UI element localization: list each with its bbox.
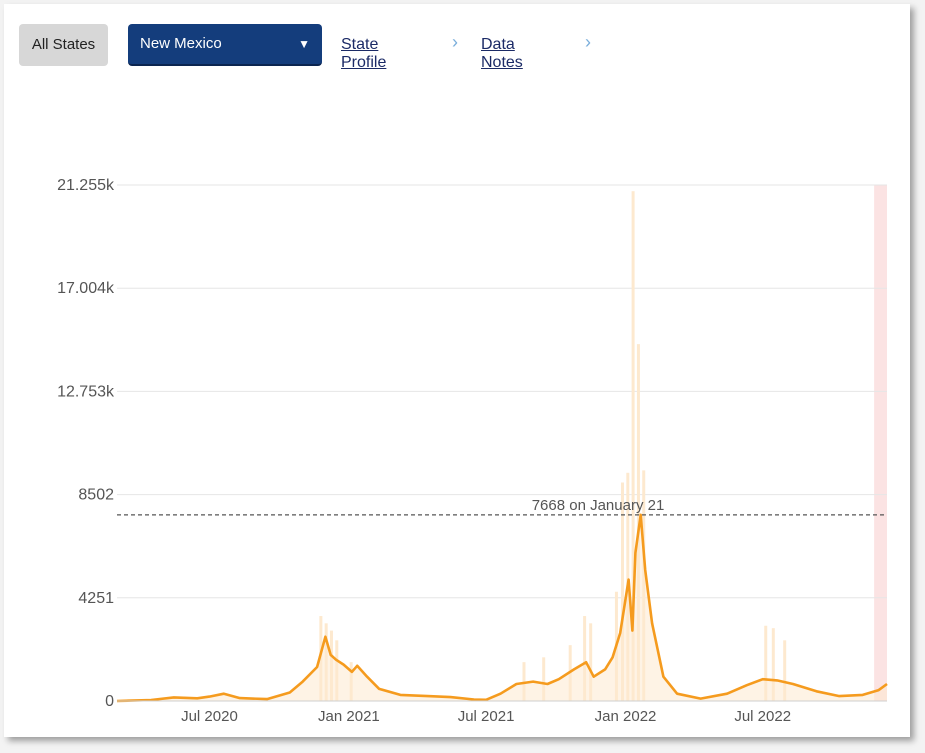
- state-select-value: New Mexico: [140, 35, 222, 52]
- state-profile-link[interactable]: State Profile: [341, 36, 387, 71]
- daily-bar: [589, 623, 593, 701]
- state-select[interactable]: New Mexico ▼: [128, 24, 322, 66]
- daily-bar: [522, 662, 526, 701]
- y-tick-label: 12.753k: [57, 383, 115, 400]
- x-tick-label: Jul 2021: [458, 708, 515, 725]
- all-states-button[interactable]: All States: [19, 24, 108, 66]
- y-tick-label: 17.004k: [57, 280, 115, 297]
- peak-annotation: 7668 on January 21: [532, 497, 665, 514]
- daily-bar: [542, 657, 546, 701]
- chart-panel: [4, 4, 910, 737]
- chevron-right-icon: ›: [452, 32, 458, 52]
- y-tick-label: 4251: [78, 590, 114, 607]
- y-tick-label: 8502: [78, 487, 114, 504]
- caret-down-icon: ▼: [298, 37, 310, 51]
- y-tick-label: 0: [105, 693, 114, 710]
- daily-bar: [631, 191, 635, 701]
- data-notes-link[interactable]: Data Notes: [481, 36, 523, 71]
- series-line: [116, 513, 888, 703]
- daily-bar: [621, 482, 625, 701]
- daily-bar: [764, 625, 768, 701]
- x-tick-label: Jul 2022: [734, 708, 791, 725]
- x-tick-label: Jan 2022: [595, 708, 657, 725]
- x-tick-label: Jan 2021: [318, 708, 380, 725]
- x-tick-label: Jul 2020: [181, 708, 238, 725]
- series-area: [117, 514, 887, 701]
- chevron-right-icon: ›: [585, 32, 591, 52]
- daily-bar: [771, 628, 775, 701]
- incomplete-data-region: [874, 185, 887, 701]
- daily-bar: [783, 640, 787, 701]
- daily-bar: [583, 616, 587, 701]
- y-tick-label: 21.255k: [57, 177, 115, 194]
